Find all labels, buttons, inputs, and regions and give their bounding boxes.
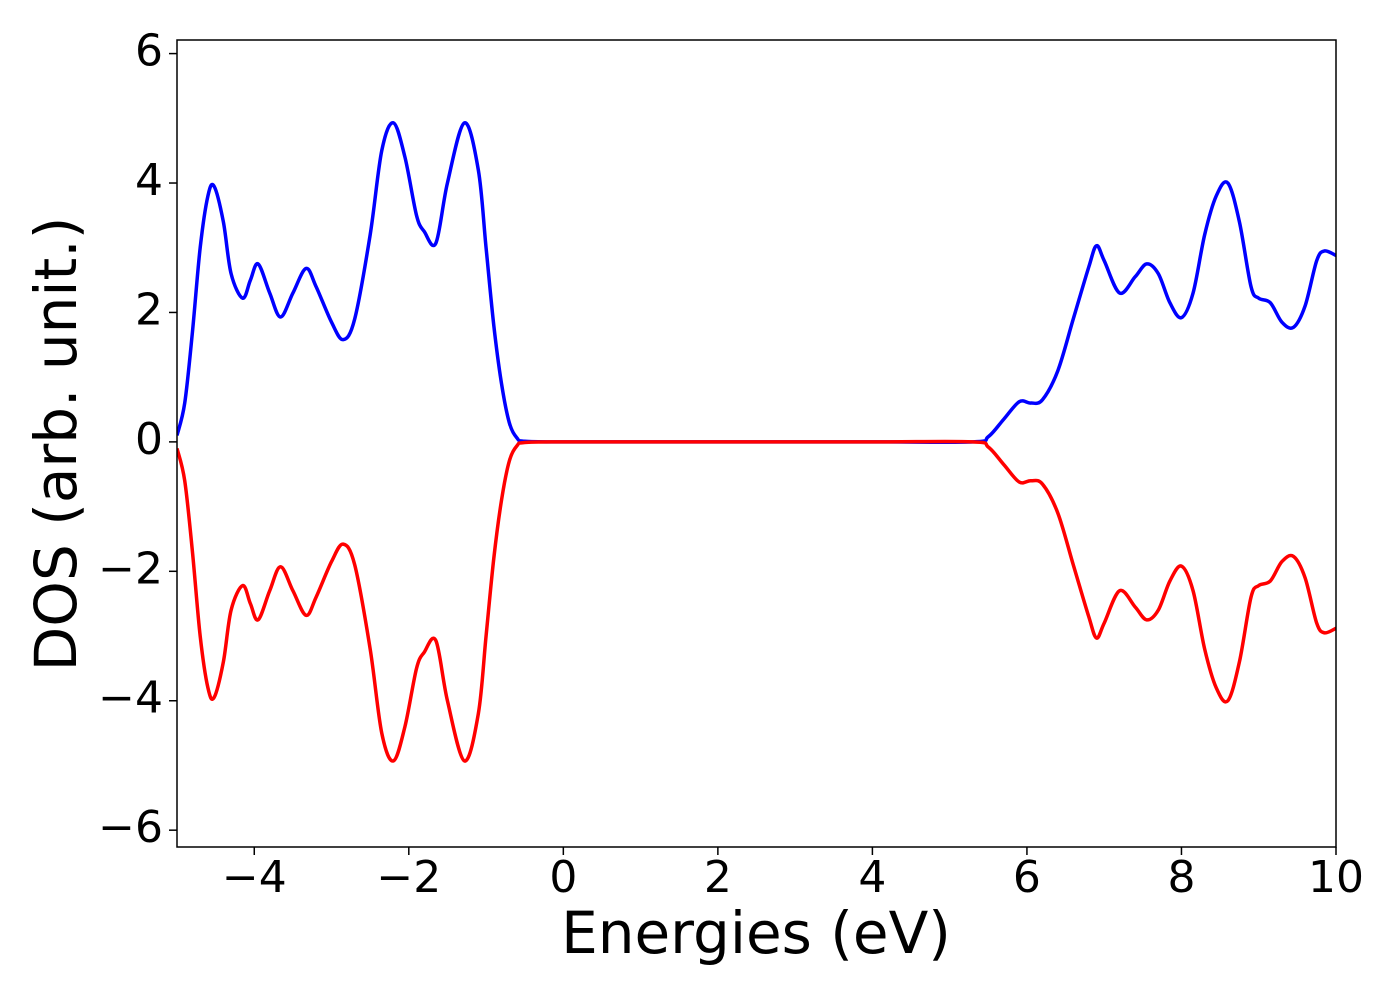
x-tick-label: 6	[1013, 852, 1041, 903]
y-tick-label: −6	[98, 802, 163, 853]
x-axis-label: Energies (eV)	[561, 899, 951, 967]
y-tick-label: 0	[135, 414, 163, 465]
x-tick-label: −2	[376, 852, 441, 903]
x-tick-label: 8	[1167, 852, 1195, 903]
data-line	[177, 439, 1336, 763]
x-tick-label: 10	[1308, 852, 1364, 903]
plot-frame	[176, 39, 1337, 848]
data-line	[177, 121, 1336, 445]
x-tick-label: 2	[704, 852, 732, 903]
y-tick-label: 6	[135, 26, 163, 77]
y-axis-label: DOS (arb. unit.)	[22, 217, 90, 672]
y-tick-label: 2	[135, 284, 163, 335]
x-tick-label: 0	[549, 852, 577, 903]
y-tick-label: −4	[98, 673, 163, 724]
x-tick-label: −4	[222, 852, 287, 903]
y-tick-label: −2	[98, 543, 163, 594]
x-tick-label: 4	[858, 852, 886, 903]
y-tick-label: 4	[135, 155, 163, 206]
